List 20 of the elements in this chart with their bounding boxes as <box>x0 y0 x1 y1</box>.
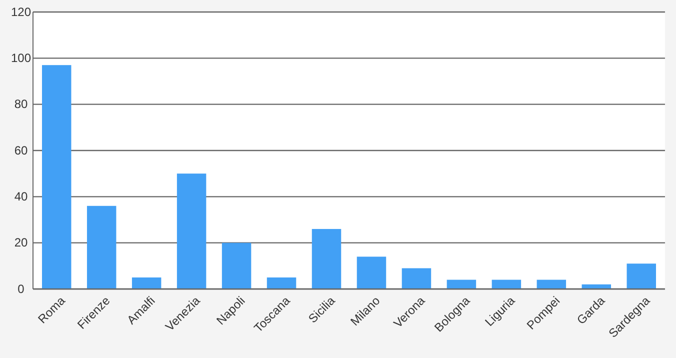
y-tick-label: 40 <box>14 190 28 204</box>
bar <box>626 264 656 289</box>
bar <box>446 280 476 289</box>
bar <box>86 206 116 289</box>
y-tick-label: 80 <box>14 97 28 112</box>
y-tick-label: 20 <box>14 236 28 250</box>
y-tick-label: 0 <box>18 282 25 296</box>
bar <box>266 277 296 289</box>
bar <box>492 280 522 289</box>
bar <box>42 65 72 289</box>
bar <box>222 242 252 289</box>
bar <box>176 174 206 289</box>
bar <box>356 256 386 289</box>
y-tick-label: 60 <box>14 143 28 158</box>
y-tick-label: 100 <box>10 51 32 66</box>
y-tick-label: 120 <box>10 4 32 19</box>
bar <box>536 280 566 289</box>
bar <box>312 228 342 289</box>
bar <box>132 277 162 289</box>
bar <box>402 268 432 289</box>
